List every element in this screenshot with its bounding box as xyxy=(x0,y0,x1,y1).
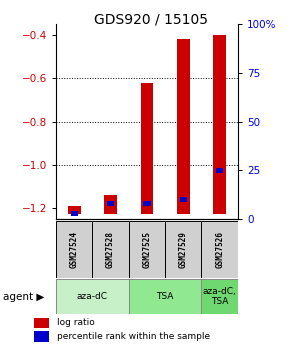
Text: GSM27529: GSM27529 xyxy=(179,231,188,268)
Bar xyxy=(213,35,226,214)
Text: log ratio: log ratio xyxy=(58,318,95,327)
Bar xyxy=(180,197,187,202)
Bar xyxy=(201,279,238,314)
Bar xyxy=(143,201,151,206)
Bar xyxy=(92,221,129,278)
Bar xyxy=(177,39,190,214)
Bar xyxy=(216,168,223,173)
Bar xyxy=(56,279,129,314)
Bar xyxy=(201,221,238,278)
Bar xyxy=(71,211,78,216)
Text: aza-dC,
TSA: aza-dC, TSA xyxy=(203,287,237,306)
Bar xyxy=(34,318,49,328)
Text: percentile rank within the sample: percentile rank within the sample xyxy=(58,332,211,341)
Bar xyxy=(68,206,81,214)
Bar xyxy=(107,201,114,206)
Bar xyxy=(34,332,49,342)
Text: GSM27525: GSM27525 xyxy=(142,231,152,268)
Text: GSM27526: GSM27526 xyxy=(215,231,224,268)
Text: aza-dC: aza-dC xyxy=(77,292,108,301)
Text: TSA: TSA xyxy=(156,292,174,301)
Bar xyxy=(141,83,153,214)
Bar xyxy=(165,221,201,278)
Bar xyxy=(129,221,165,278)
Bar xyxy=(129,279,201,314)
Bar xyxy=(56,221,92,278)
Text: GSM27528: GSM27528 xyxy=(106,231,115,268)
Text: GDS920 / 15105: GDS920 / 15105 xyxy=(95,12,208,26)
Bar xyxy=(104,195,117,214)
Text: GSM27524: GSM27524 xyxy=(70,231,79,268)
Text: agent ▶: agent ▶ xyxy=(3,292,45,302)
